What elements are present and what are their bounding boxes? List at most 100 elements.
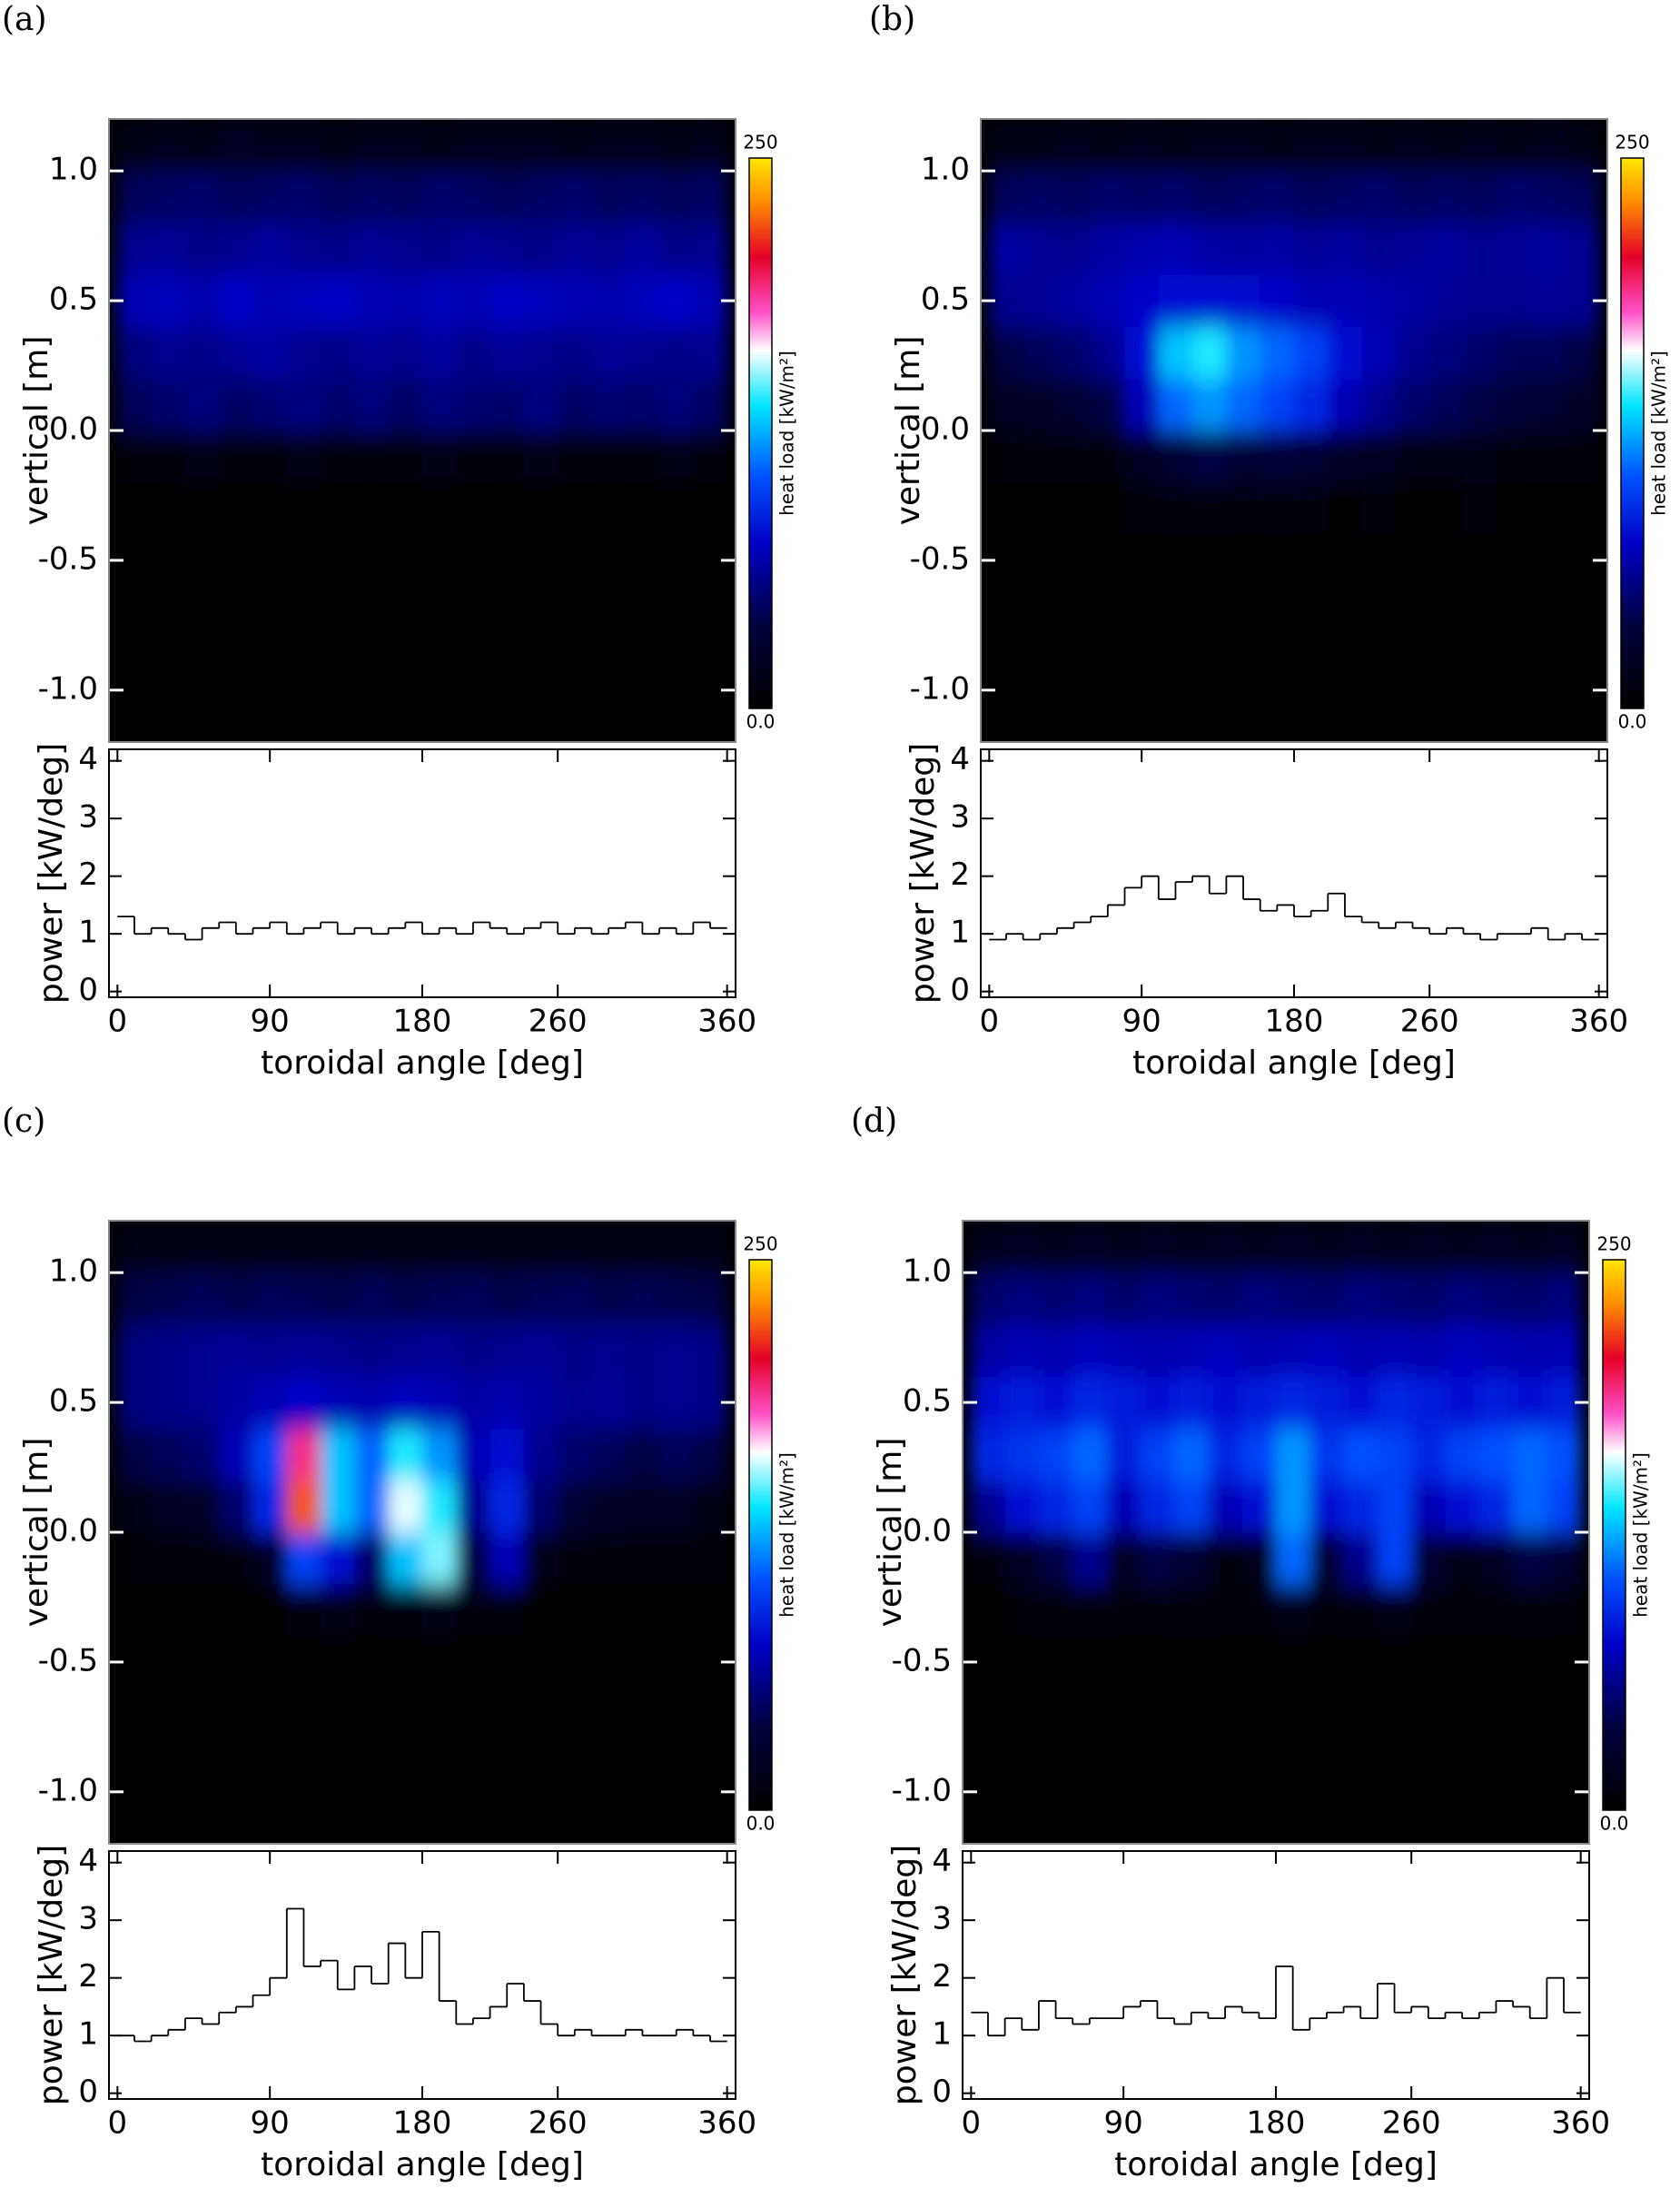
heatmap-cell [456,1791,491,1844]
heatmap-cell [591,1480,627,1533]
heatmap-cell [489,378,525,431]
heatmap-cell [1174,1791,1209,1844]
heatmap-cell [1106,1636,1141,1688]
heatmap-cell [558,378,592,431]
heatmap-cell [456,119,491,172]
heatmap-cell [117,378,153,431]
heatmap-cell [693,1221,728,1273]
heatmap-cell [625,119,660,172]
heatmap-cell [1411,1636,1446,1688]
heatmap-cell [184,1428,220,1481]
heatmap-cell [489,1791,525,1844]
heatmap-cell [184,223,220,275]
heatmap-cell [1174,1376,1209,1430]
x-axis-label: toroidal angle [deg] [1132,1044,1456,1082]
y-axis-label: power [kW/deg] [33,743,70,1004]
heatmap-cell [117,586,153,639]
heatmap-cell [388,1480,423,1533]
heatmap-cell [693,1480,728,1533]
heatmap-cell [1328,378,1363,431]
heatmap-cell [1241,1636,1277,1688]
heatmap-cell [693,1584,728,1637]
heatmap-cell [1158,586,1193,639]
heatmap-cell [219,1791,254,1844]
heatmap-cell [523,171,558,223]
heatmap-cell [388,1584,423,1637]
heatmap-cell [1091,171,1126,223]
heatmap-cell [456,1428,491,1481]
heatmap-cell [1004,1791,1040,1844]
heatmap-cell [1513,1376,1547,1430]
heatmap-cell [1328,689,1363,742]
heatmap-cell [1260,378,1295,431]
heatmap-cell [625,534,660,587]
heatmap-cell [219,223,254,275]
heatmap-cell [1309,1272,1345,1325]
heatmap-cell [1361,378,1397,431]
heatmap-cell [321,1221,355,1273]
heatmap-cell [422,1739,457,1793]
heatmap-cell [151,586,186,639]
profile-panel: 0 1 2 3 4 0 90 180 260 360 toroidal angle [deg] pow… [33,1843,756,2183]
x-tick-label: 0 [108,1004,128,1040]
heatmap-cell [625,378,660,431]
heatmap-cell [1091,274,1126,328]
heatmap-cell [1023,586,1058,639]
heatmap-cell [1276,1428,1310,1481]
heatmap-cell [1513,1636,1547,1688]
heatmap-cell [1192,274,1227,328]
heatmap-cell [252,326,288,380]
heatmap-cell [422,1221,457,1273]
y-tick-label: 3 [78,799,98,836]
heatmap-cell [1038,1272,1073,1325]
heatmap-cell [489,1428,525,1481]
x-tick-label: 90 [1122,1004,1161,1040]
y-tick-label: 0.0 [921,411,970,448]
heatmap-cell [252,119,288,172]
heatmap-cell [1547,1272,1582,1325]
heatmap-cell [625,1324,660,1377]
heatmap-cell [1377,1688,1412,1741]
x-tick-label: 90 [251,2105,290,2142]
heatmap-cell [422,586,457,639]
heatmap-cell [1023,534,1058,587]
heatmap-cell [1241,1272,1277,1325]
y-tick-label: 0.0 [49,411,98,448]
heatmap-cell [219,1428,254,1481]
heatmap-cell [1463,534,1498,587]
heatmap-cell [1497,482,1532,535]
heatmap-cell [1513,1532,1547,1585]
heatmap-cell [1463,482,1498,535]
heatmap-cell [1260,482,1295,535]
heatmap-cell [625,1532,660,1585]
heatmap-cell [1463,586,1498,639]
heatmap-cell [1429,431,1464,483]
heatmap-cell [252,1584,288,1637]
x-tick-label: 360 [1569,1004,1628,1040]
heatmap-cell [558,1532,592,1585]
heatmap-cell [1395,689,1430,742]
heatmap-cell [219,1584,254,1637]
heatmap-cell [117,482,153,535]
heatmap-cell [1241,1480,1277,1533]
heatmap-cell [1226,482,1261,535]
y-tick-label: 1 [932,2016,952,2053]
heatmap-cell [286,482,321,535]
heatmap-cell [1056,171,1092,223]
heatmap-cell [1531,326,1566,380]
heatmap-cell [252,1428,288,1481]
y-tick-label: 0.0 [903,1513,952,1549]
heatmap-cell [1192,482,1227,535]
heatmap-cell [1158,326,1193,380]
heatmap-cell [659,274,694,328]
y-tick-label: -0.5 [892,1642,952,1678]
heatmap-cell [1208,1376,1243,1430]
heatmap-cells [971,1221,1582,1844]
heatmap-cell [1343,1532,1379,1585]
heatmap-cell [1531,223,1566,275]
heatmap-cell [558,1376,592,1430]
heatmap-cell [693,1739,728,1793]
heatmap-cell [1106,1584,1141,1637]
